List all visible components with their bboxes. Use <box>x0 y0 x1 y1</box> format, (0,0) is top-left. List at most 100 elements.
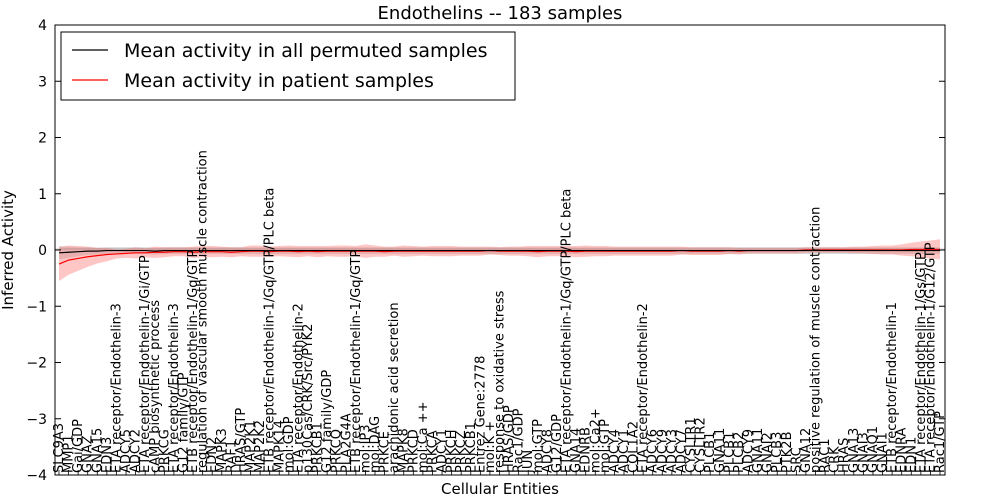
x-category-label: EDN3 <box>100 437 115 473</box>
x-category-label: EDN2 <box>205 437 220 473</box>
permuted-band <box>59 246 940 260</box>
x-category-label: ADCY1 <box>617 429 632 473</box>
x-category-label: HRAS <box>837 438 852 473</box>
x-category-label: ADCY5 <box>119 429 134 473</box>
x-category-label: ETB receptor/Endothelin-1/Gq/GTP/PLC bet… <box>263 188 278 473</box>
x-category-label: ADCY7 <box>674 429 689 473</box>
x-category-label: Entrez Gene:2778 <box>473 356 488 473</box>
x-category-label: PLCB2 <box>732 432 747 473</box>
x-category-label: ETA receptor/Endothelin-2 <box>636 303 651 473</box>
y-tick-label: 3 <box>38 74 47 90</box>
x-category-label: Gai/GDP <box>71 419 86 473</box>
x-category-label: PLCB1 <box>703 432 718 473</box>
x-category-label: ETB receptor/Endothelin-1 <box>885 302 900 473</box>
x-category-label: GNAI1 <box>876 432 891 473</box>
y-tick-label: −2 <box>26 356 47 372</box>
x-category-label: MAPK14 <box>272 420 287 473</box>
x-category-label: Rac1/GTP <box>933 411 948 473</box>
x-category-label: G12 family/GTP <box>176 372 191 473</box>
x-category-label: ADCY6 <box>646 429 661 473</box>
x-category-label: PRKCZ <box>454 430 469 473</box>
legend: Mean activity in all permuted samples Me… <box>60 31 516 101</box>
x-category-label: MAPK3 <box>215 428 230 473</box>
x-category-label: mol:Ca ++ <box>416 401 431 473</box>
x-category-label: PRKCB1 <box>311 422 326 473</box>
x-category-label: ETA receptor/Endothelin-3 <box>109 303 124 473</box>
x-category-label: MAPK8 <box>397 428 412 473</box>
x-category-label: GNAI3 <box>856 432 871 473</box>
plot-frame <box>54 24 946 476</box>
x-category-label: G12 family/GDP <box>320 370 335 473</box>
y-axis-ticks: 4 3 2 1 0 −1 −2 −3 −4 <box>26 18 945 484</box>
x-category-label: ADCY4 <box>607 429 622 473</box>
y-tick-label: −1 <box>26 299 47 315</box>
x-category-label: GNAO1 <box>866 426 881 473</box>
x-category-label: ETB receptor/Endothelin-1/Gq/GTP <box>186 250 201 473</box>
x-category-label: PRKCH <box>445 429 460 473</box>
x-category-label: JUN <box>521 450 536 474</box>
x-category-label: mol:GTP <box>598 419 613 473</box>
x-category-label: RAC1 <box>818 438 833 473</box>
x-category-label: ADCY3 <box>665 429 680 473</box>
x-category-label: mol:GDP <box>282 416 297 473</box>
x-axis-title: Cellular Entities <box>441 480 559 498</box>
x-category-label: cAMP biosynthetic process <box>148 300 163 473</box>
confidence-bands <box>59 239 940 281</box>
x-category-label: EDNRB <box>579 427 594 473</box>
legend-box <box>60 31 516 101</box>
x-category-label: CRK <box>828 446 843 473</box>
x-category-label: Rac1/GDP <box>512 408 527 473</box>
series-lines <box>58 248 940 265</box>
x-category-label: PLA2G4A <box>339 413 354 473</box>
y-axis-title: Inferred Activity <box>0 190 17 310</box>
x-category-label: PLCB1 <box>722 432 737 473</box>
x-category-label: ADCY8 <box>540 429 555 473</box>
x-category-label: mol:IP3 <box>358 424 373 473</box>
x-category-label: EDN1 <box>904 437 919 473</box>
x-category-label: GNAI2 <box>761 432 776 473</box>
legend-label-patient: Mean activity in patient samples <box>124 70 434 92</box>
x-category-label: regulation of vascular smooth muscle con… <box>196 150 211 473</box>
x-category-label: p130Cas/CRK/Src/PYK2 <box>301 324 316 473</box>
x-category-label: mol:K + <box>483 421 498 473</box>
x-category-label: PRKCE <box>378 431 393 473</box>
y-tick-label: 4 <box>38 18 47 34</box>
y-tick-label: 1 <box>38 187 47 203</box>
x-category-label: GNA12 <box>799 428 814 473</box>
x-category-label: ADCY1 <box>435 429 450 473</box>
permuted-mean-line <box>58 249 940 254</box>
x-category-label: PRKCB1 <box>464 422 479 473</box>
x-category-label: GNAZ <box>81 435 96 473</box>
x-category-label: ADCY9 <box>741 429 756 473</box>
x-category-label: ADCY2 <box>129 429 144 473</box>
x-category-label: EDNRA <box>895 428 910 473</box>
x-category-label: G12/GDP <box>550 414 565 473</box>
x-category-label: GNA11 <box>751 428 766 473</box>
x-category-label: ETA receptor/Endothelin-1/G12/GTP <box>923 242 938 473</box>
x-category-label: PRKCD <box>406 429 421 473</box>
x-category-label: ETA receptor/Endothelin-1/Gq/GTP/PLC bet… <box>560 189 575 473</box>
x-category-label: MAP2K1 <box>244 420 259 473</box>
x-category-label: GNA11 <box>713 428 728 473</box>
y-tick-label: −4 <box>26 468 47 484</box>
x-category-label: arachidonic acid secretion <box>387 302 402 473</box>
x-category-label: PRKCQ <box>330 429 345 473</box>
x-category-label: PLCB3 <box>770 432 785 473</box>
x-category-label: CYSLTR1 <box>684 417 699 473</box>
x-category-label: mol:GTP <box>531 419 546 473</box>
x-category-label: GNA15 <box>90 428 105 473</box>
x-category-label: ETA receptor/Endothelin-1/Gs/GTP <box>914 252 929 473</box>
y-tick-label: 0 <box>38 243 47 259</box>
patient-band <box>59 239 940 281</box>
x-category-label: mol:Ca2+ <box>588 408 603 473</box>
legend-label-permuted: Mean activity in all permuted samples <box>124 40 487 62</box>
x-category-label: ETA receptor/Endothelin-2 <box>291 303 306 473</box>
x-category-label: HRAS/GDP <box>502 405 517 473</box>
x-category-label: PRKCA <box>425 430 440 473</box>
x-category-label: COL1A2 <box>627 421 642 473</box>
x-category-label: MMP1 <box>62 434 77 473</box>
x-category-label: GNA13 <box>847 428 862 473</box>
x-category-label: response to oxidative stress <box>493 290 508 473</box>
